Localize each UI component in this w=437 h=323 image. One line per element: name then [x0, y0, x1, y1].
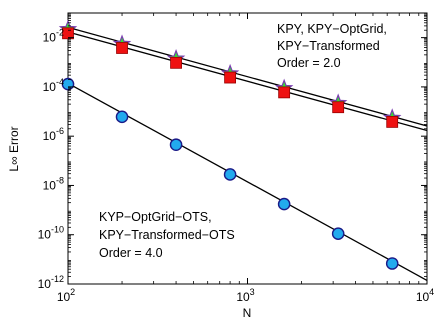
x-tick-label: 104 [416, 287, 434, 304]
x-tick-label: 102 [57, 287, 75, 304]
annotation-order4-line-1: KYP−OptGrid−OTS, [99, 210, 212, 224]
circle-marker [169, 138, 183, 152]
y-tick-label: 10-6 [43, 126, 64, 143]
square-marker [224, 71, 237, 84]
square-marker [332, 101, 345, 114]
circle-marker [115, 110, 129, 124]
annotation-order4-line-2: KPY−Transformed−OTS [99, 228, 235, 242]
annotation-order2-line-3: Order = 2.0 [277, 56, 341, 70]
y-tick-label: 10-2 [43, 28, 64, 45]
annotation-order4: KYP−OptGrid−OTS, KPY−Transformed−OTS Ord… [99, 210, 238, 260]
circle-marker [277, 197, 291, 211]
square-marker [278, 86, 291, 99]
y-axis-label: L∞ Error [7, 126, 21, 171]
axis-ticks: 102 103 104 10-2 10-4 10-6 10-8 10-10 10-12 [38, 13, 434, 304]
x-axis-label: N [243, 306, 252, 320]
annotation-order2: KPY, KPY−OptGrid, KPY−Transformed Order … [277, 22, 390, 70]
circle-marker [385, 257, 399, 270]
y-tick-label: 10-10 [38, 225, 64, 242]
y-tick-label: 10-4 [43, 77, 64, 94]
y-tick-label: 10-8 [43, 175, 64, 192]
square-marker [386, 115, 399, 128]
data-markers [58, 19, 402, 270]
annotation-order4-line-3: Order = 4.0 [99, 246, 163, 260]
y-tick-label: 10-12 [38, 274, 64, 291]
circle-marker [331, 227, 345, 241]
annotation-order2-line-2: KPY−Transformed [277, 39, 380, 53]
plot-frame [67, 12, 428, 285]
x-tick-label: 103 [236, 287, 254, 304]
circle-marker [223, 168, 237, 181]
square-marker [170, 56, 182, 69]
square-marker [116, 42, 128, 54]
annotation-order2-line-1: KPY, KPY−OptGrid, [277, 22, 387, 36]
